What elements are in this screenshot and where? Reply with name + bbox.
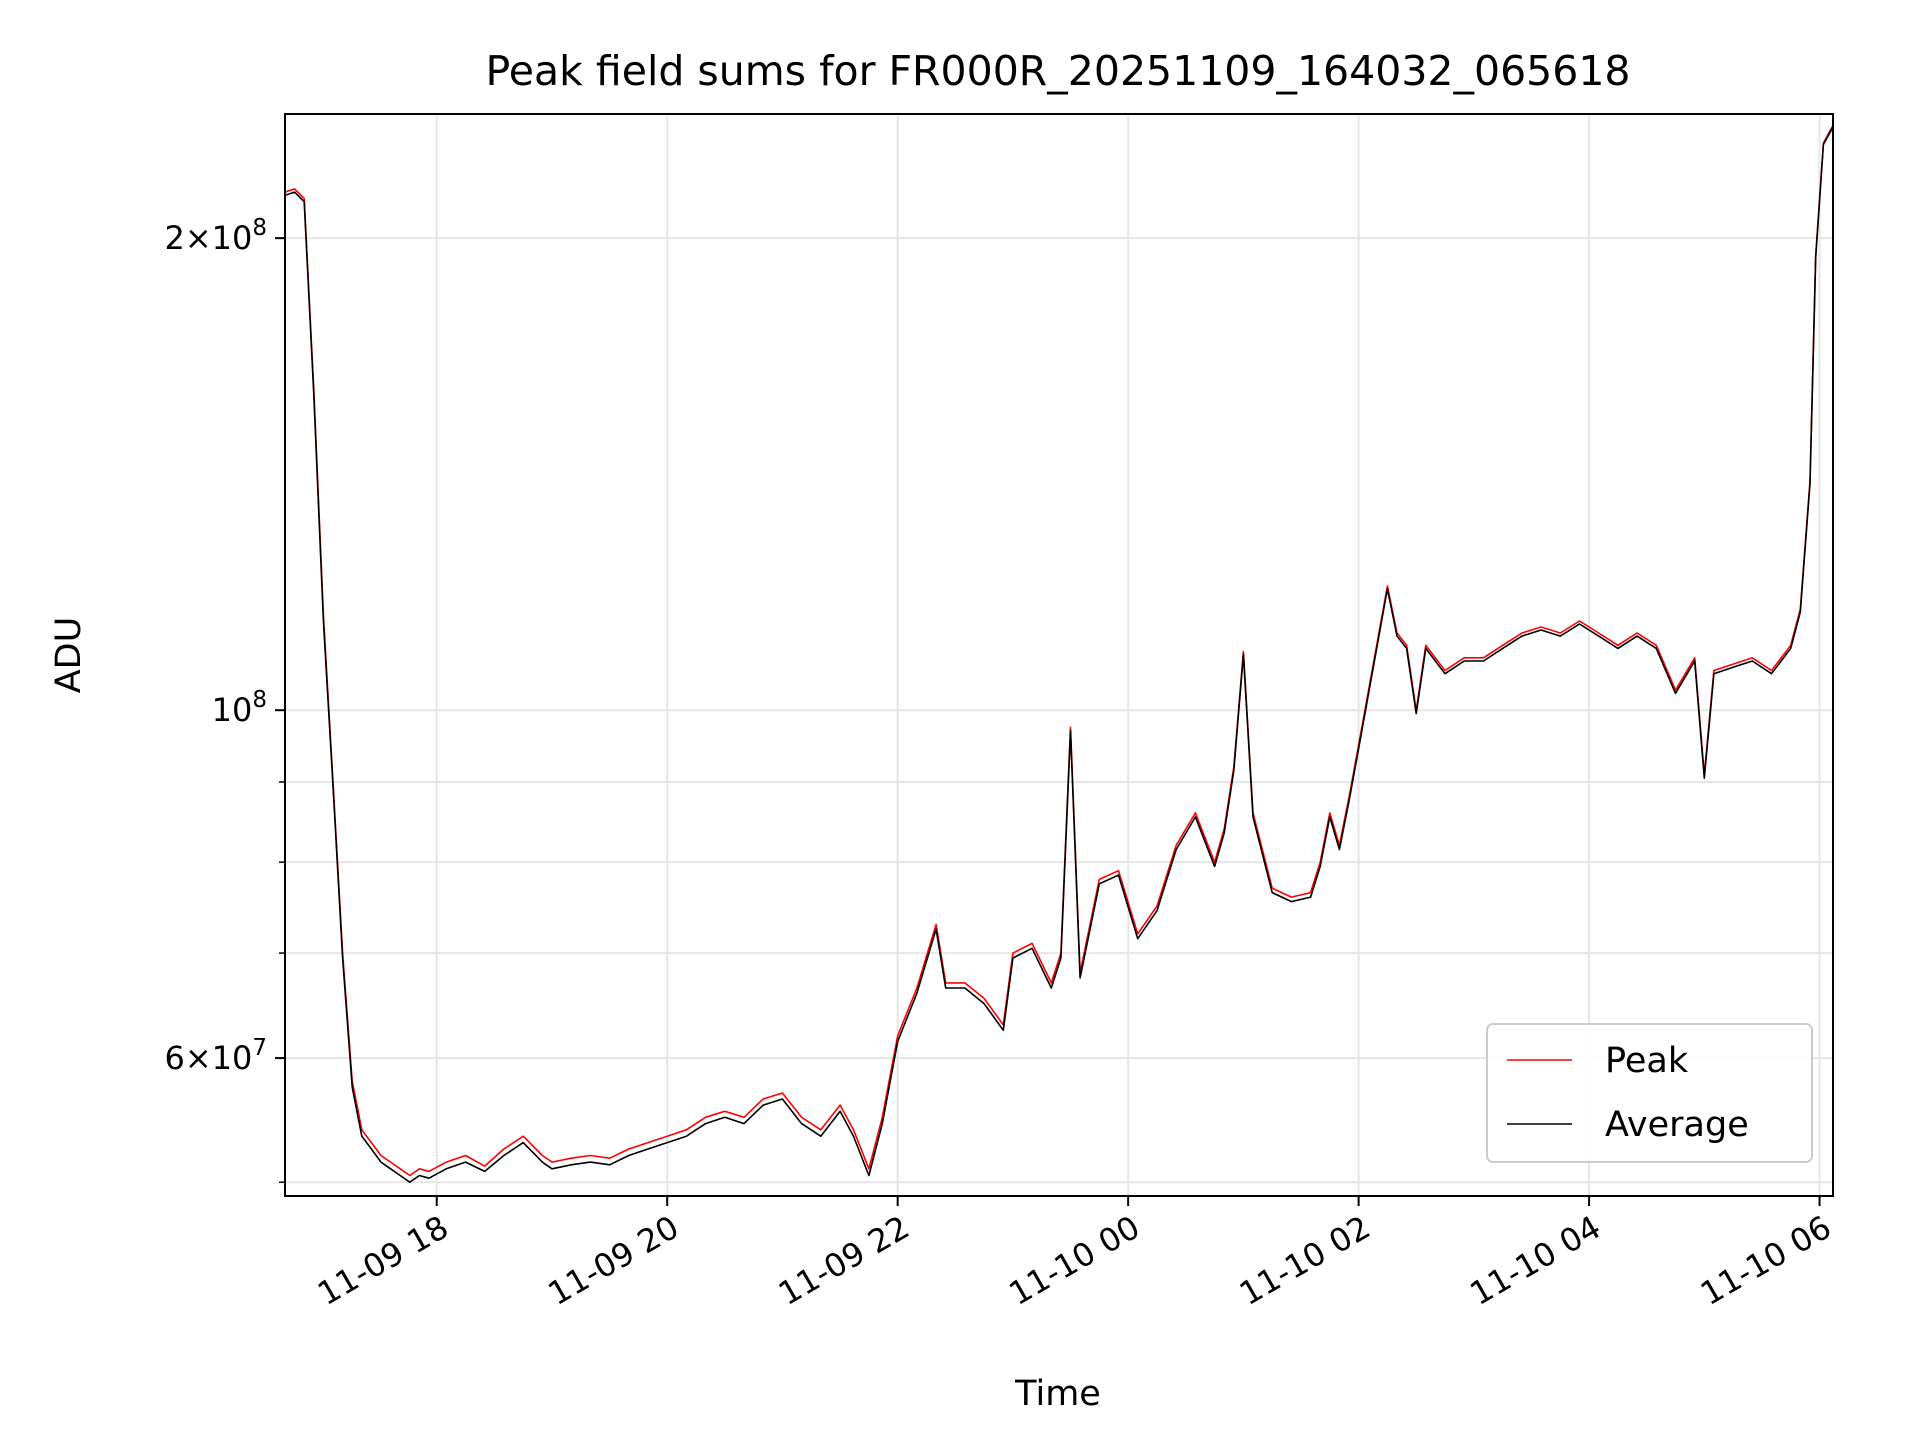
plot-area: [285, 125, 1833, 1183]
y-axis: 2×108 108 6×107: [164, 215, 285, 1183]
x-axis-label: Time: [1014, 1374, 1101, 1414]
grid-lines: [285, 114, 1833, 1196]
y-tick-label: 108: [212, 687, 267, 729]
series-line-average: [285, 126, 1833, 1183]
legend-box: [1486, 1023, 1813, 1163]
legend-label: Average: [1605, 1105, 1749, 1145]
y-tick-label: 2×108: [164, 215, 267, 257]
y-axis-label: ADU: [49, 617, 89, 694]
legend-label: Peak: [1605, 1041, 1689, 1081]
y-tick-label: 6×107: [164, 1035, 267, 1077]
legend: Peak Average: [1486, 1023, 1813, 1163]
axes-frame: [284, 113, 1834, 1197]
chart-title: Peak field sums for FR000R_20251109_1640…: [486, 47, 1631, 95]
